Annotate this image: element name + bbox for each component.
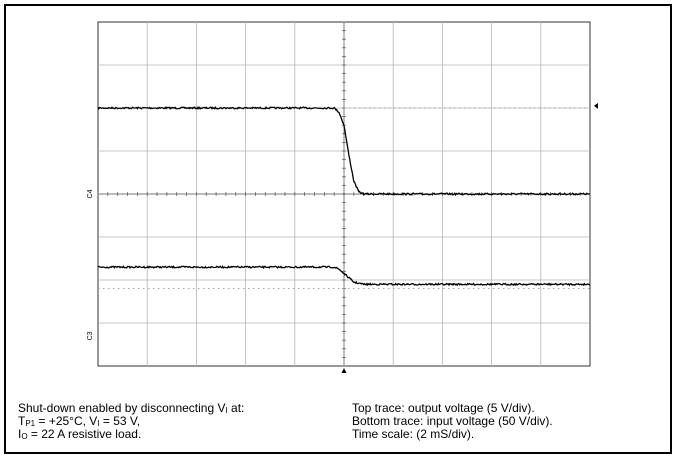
caption-bottom-trace: Bottom trace: input voltage (50 V/div).	[352, 414, 553, 428]
caption-top-trace: Top trace: output voltage (5 V/div).	[352, 401, 535, 415]
caption-conditions: Shut-down enabled by disconnecting VI at…	[18, 402, 244, 441]
figure-frame	[4, 4, 672, 454]
channel-marker-c3: C3	[87, 331, 94, 340]
trigger-position-arrow	[341, 368, 347, 373]
channel-markers: C4 C3	[87, 102, 598, 373]
caption-time-scale: Time scale: (2 mS/div).	[352, 427, 475, 441]
caption-line-2: TP1 = +25°C, VI = 53 V,	[18, 414, 141, 428]
traces	[97, 105, 591, 287]
caption-traces: Top trace: output voltage (5 V/div). Bot…	[352, 402, 553, 441]
caption-line-3: IO = 22 A resistive load.	[18, 427, 142, 441]
channel-marker-c4: C4	[87, 189, 94, 198]
trace-c3	[97, 264, 591, 287]
caption-line-1: Shut-down enabled by disconnecting VI at…	[18, 401, 245, 415]
trigger-level-arrow	[594, 102, 598, 109]
trace-c4	[97, 105, 591, 197]
reference-lines	[98, 107, 590, 290]
